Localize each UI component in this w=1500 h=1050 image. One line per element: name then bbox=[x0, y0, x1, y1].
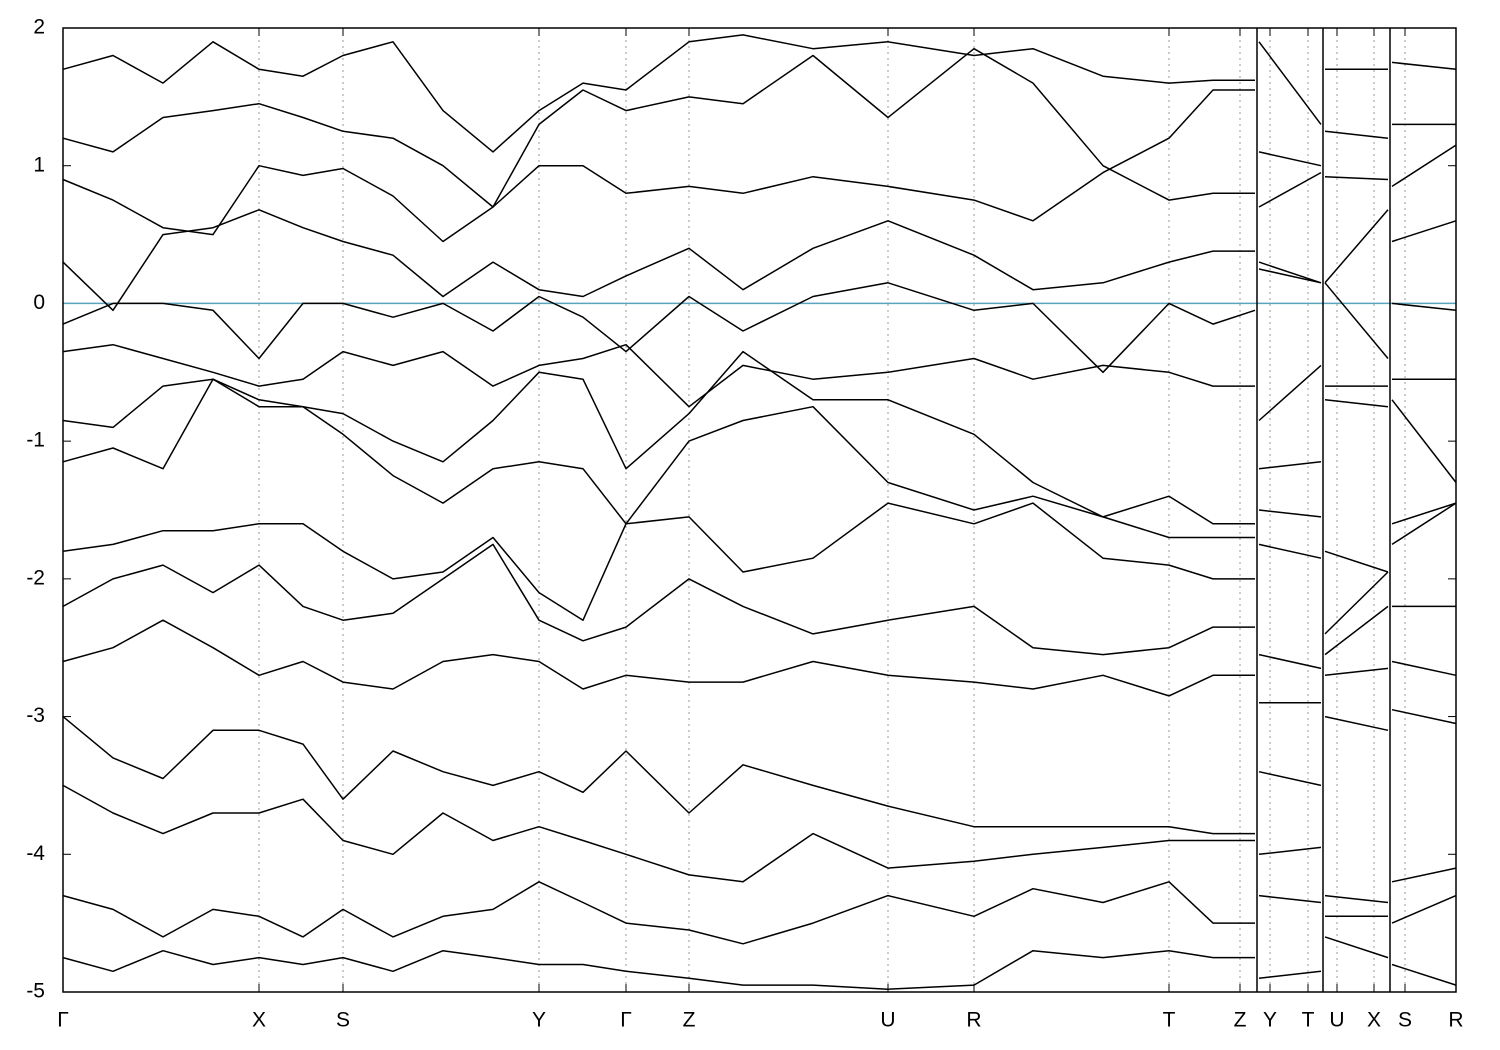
x-tick-label: Γ bbox=[57, 1009, 69, 1032]
x-tick-label: S bbox=[1398, 1009, 1412, 1032]
x-tick-label: X bbox=[252, 1009, 266, 1032]
band-line bbox=[62, 784, 1457, 904]
band-line bbox=[62, 343, 1456, 422]
x-tick-label: Y bbox=[532, 1009, 546, 1032]
band-line bbox=[62, 881, 1457, 945]
band-line bbox=[62, 89, 1457, 243]
band-line bbox=[62, 34, 1457, 153]
y-tick-label: -5 bbox=[26, 980, 45, 1003]
y-tick-label: 2 bbox=[33, 16, 45, 39]
y-tick-label: 0 bbox=[33, 291, 45, 314]
band-line bbox=[62, 378, 1457, 573]
x-tick-label: U bbox=[880, 1009, 895, 1032]
band-line bbox=[62, 936, 1457, 990]
x-tick-label: Z bbox=[1234, 1009, 1247, 1032]
y-tick-label: 1 bbox=[33, 153, 45, 176]
x-tick-label: Y bbox=[1263, 1009, 1277, 1032]
x-tick-label: T bbox=[1302, 1009, 1315, 1032]
x-tick-label: R bbox=[966, 1009, 981, 1032]
band-line bbox=[62, 502, 1457, 635]
x-tick-label: X bbox=[1367, 1009, 1381, 1032]
x-tick-label: S bbox=[336, 1009, 350, 1032]
x-tick-label: U bbox=[1329, 1009, 1344, 1032]
y-tick-label: -1 bbox=[26, 429, 45, 452]
x-tick-label: R bbox=[1448, 1009, 1463, 1032]
x-tick-label: Z bbox=[683, 1009, 696, 1032]
band-line bbox=[62, 708, 1457, 835]
y-tick-label: -2 bbox=[26, 566, 45, 589]
band-line bbox=[62, 619, 1457, 704]
band-line bbox=[62, 350, 1457, 525]
plot-frame bbox=[62, 27, 1457, 993]
x-tick-label: Γ bbox=[620, 1009, 632, 1032]
band-line bbox=[62, 261, 1457, 374]
y-tick-label: -3 bbox=[26, 704, 45, 727]
band-line bbox=[62, 47, 1456, 208]
band-line bbox=[62, 543, 1456, 670]
y-tick-label: -4 bbox=[26, 842, 45, 865]
x-tick-label: T bbox=[1163, 1009, 1176, 1032]
band-line bbox=[62, 209, 1457, 312]
